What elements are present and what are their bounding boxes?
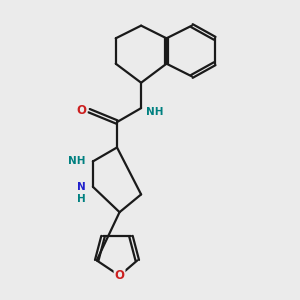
Text: N: N xyxy=(76,182,85,192)
Text: O: O xyxy=(76,104,86,117)
Text: O: O xyxy=(115,269,124,282)
Text: NH: NH xyxy=(146,107,164,117)
Text: NH: NH xyxy=(68,156,85,167)
Text: H: H xyxy=(76,194,85,205)
